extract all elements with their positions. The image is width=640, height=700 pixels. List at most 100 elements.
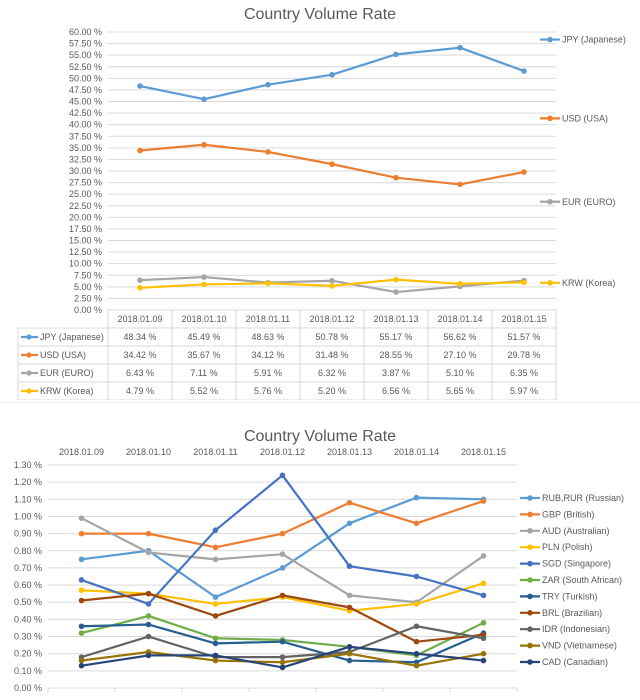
- data-point: [78, 587, 85, 594]
- data-point: [480, 620, 487, 626]
- x-tick-label: 2018.01.12: [260, 447, 305, 457]
- data-point: [413, 650, 420, 657]
- data-point: [212, 635, 219, 642]
- table-cell-value: 5.91 %: [254, 368, 282, 378]
- table-header-label: 2018.01.11: [246, 314, 290, 324]
- legend-marker: [527, 659, 533, 665]
- table-cell-value: 5.76 %: [254, 386, 282, 396]
- table-legend-marker: [26, 352, 32, 358]
- data-point: [145, 530, 152, 537]
- data-point: [78, 556, 85, 563]
- data-point: [145, 549, 152, 556]
- data-point: [78, 662, 85, 669]
- y-tick-label: 17.50 %: [69, 224, 102, 234]
- data-point: [346, 657, 353, 664]
- legend-marker: [527, 495, 533, 501]
- series-line: [81, 499, 484, 549]
- y-tick-label: 0.80 %: [14, 546, 42, 556]
- data-point: [279, 659, 286, 666]
- legend-marker: [527, 511, 533, 518]
- y-tick-label: 0.50 %: [14, 597, 42, 607]
- legend-label: PLN (Polish): [542, 542, 593, 552]
- table-cell-value: 4.79 %: [126, 386, 154, 396]
- table-cell-value: 28.55 %: [379, 350, 412, 360]
- data-point: [393, 174, 399, 181]
- table-cell-value: 6.32 %: [318, 368, 346, 378]
- data-point: [480, 498, 487, 504]
- y-tick-label: 42.50 %: [69, 108, 102, 118]
- data-point: [78, 530, 85, 537]
- data-point: [212, 613, 219, 619]
- chart1-plot: 0.00 % 2.50 %5.00 % 7.50 %10.00 % 12.50 %15…: [17, 27, 626, 400]
- data-point: [145, 613, 152, 619]
- data-point: [413, 520, 420, 527]
- y-tick-label: 57.50 %: [69, 39, 102, 49]
- y-tick-label: 1.30 %: [14, 460, 42, 470]
- table-cell-value: 50.78 %: [315, 332, 348, 342]
- legend-label: TRY (Turkish): [542, 591, 597, 601]
- table-cell-value: 5.97 %: [510, 386, 538, 396]
- data-point: [212, 544, 219, 551]
- data-point: [480, 553, 487, 559]
- y-tick-label: 0.90 %: [14, 529, 42, 539]
- table-header-label: 2018.01.12: [309, 314, 354, 324]
- y-tick-label: 55.00 %: [69, 50, 102, 60]
- legend-label: EUR (EURO): [562, 197, 616, 207]
- data-point: [413, 638, 420, 645]
- data-point: [78, 623, 85, 630]
- data-point: [413, 601, 420, 607]
- data-point: [346, 520, 353, 527]
- data-point: [413, 494, 420, 501]
- data-point: [78, 630, 85, 636]
- data-point: [413, 573, 420, 580]
- table-cell-value: 48.63 %: [251, 332, 284, 342]
- y-tick-label: 7.50 %: [74, 270, 102, 280]
- table-series-label: EUR (EURO): [40, 368, 94, 378]
- data-point: [480, 592, 487, 599]
- y-tick-label: 15.00 %: [69, 236, 102, 246]
- legend-marker: [547, 280, 553, 286]
- table-cell-value: 29.78 %: [507, 350, 540, 360]
- table-header-label: 2018.01.14: [437, 314, 482, 324]
- legend-marker: [547, 115, 553, 122]
- table-legend-marker: [26, 334, 32, 340]
- data-point: [212, 556, 219, 563]
- data-point: [329, 283, 335, 289]
- legend-marker: [527, 544, 533, 550]
- table-header-label: 2018.01.13: [373, 314, 418, 324]
- x-tick-label: 2018.01.10: [126, 447, 171, 457]
- table-cell-value: 34.12 %: [251, 350, 284, 360]
- y-tick-label: 0.30 %: [14, 632, 42, 642]
- table-series-label: JPY (Japanese): [40, 332, 104, 342]
- data-point: [480, 580, 487, 587]
- data-point: [201, 96, 207, 103]
- legend-label: SGD (Singapore): [542, 559, 611, 569]
- table-cell-value: 27.10 %: [443, 350, 476, 360]
- table-header-label: 2018.01.15: [501, 314, 546, 324]
- legend-marker: [527, 577, 533, 583]
- y-tick-label: 0.00 %: [74, 305, 102, 315]
- legend-label: KRW (Korea): [562, 278, 615, 288]
- y-tick-label: 50.00 %: [69, 73, 102, 83]
- data-point: [346, 499, 353, 506]
- table-header-label: 2018.01.09: [117, 314, 162, 324]
- table-cell-value: 7.11 %: [190, 368, 217, 378]
- table-cell-value: 35.67 %: [187, 350, 220, 360]
- data-point: [137, 277, 143, 284]
- data-point: [212, 657, 219, 664]
- y-tick-label: 2.50 %: [74, 293, 102, 303]
- table-cell-value: 5.20 %: [318, 386, 346, 396]
- legend-label: IDR (Indonesian): [542, 624, 610, 634]
- data-point: [346, 604, 353, 611]
- data-point: [265, 149, 271, 155]
- data-point: [201, 141, 207, 148]
- y-tick-label: 12.50 %: [69, 247, 102, 257]
- table-legend-marker: [26, 388, 32, 394]
- data-point: [521, 68, 527, 74]
- data-point: [78, 657, 85, 664]
- data-point: [521, 169, 527, 175]
- legend-label: JPY (Japanese): [562, 35, 626, 45]
- data-point: [279, 592, 286, 599]
- chart2-title: Country Volume Rate: [243, 428, 397, 445]
- data-point: [480, 657, 487, 664]
